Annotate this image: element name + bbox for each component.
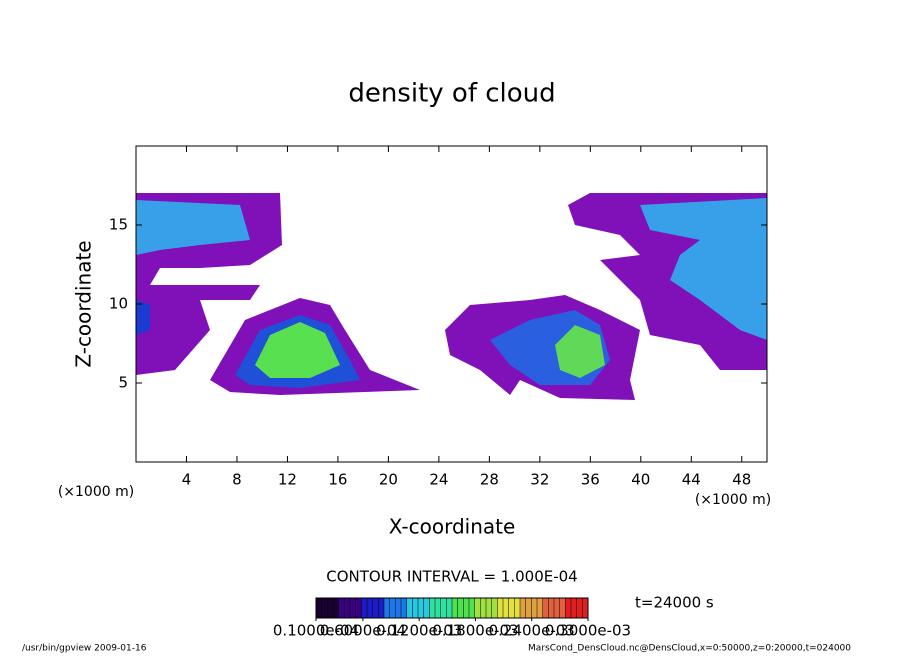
colorbar-label: 0.1000e-04 — [273, 622, 359, 640]
contour-interval: CONTOUR INTERVAL = 1.000E-04 — [326, 568, 577, 586]
x-tick-label: 28 — [480, 471, 499, 489]
x-tick-label: 12 — [278, 471, 297, 489]
x-tick-label: 32 — [530, 471, 549, 489]
cloud-region — [255, 322, 340, 378]
y-tick-label: 5 — [118, 374, 128, 392]
footer-left: /usr/bin/gpview 2009-01-16 — [22, 644, 147, 654]
chart-title: density of cloud — [348, 79, 555, 109]
cloud-region — [555, 325, 605, 378]
x-tick-label: 20 — [379, 471, 398, 489]
y-tick-label: 15 — [109, 216, 128, 234]
x-tick-label: 8 — [232, 471, 242, 489]
x-unit: (×1000 m) — [58, 484, 134, 500]
y-tick-label: 10 — [109, 295, 128, 313]
colorbar-label: 0.6000e-04 — [320, 622, 406, 640]
cloud-region — [136, 200, 250, 255]
x-tick-label: 36 — [581, 471, 600, 489]
x-tick-label: 40 — [631, 471, 650, 489]
colorbar-label: 0.1800e-03 — [432, 622, 518, 640]
x-tick-label: 44 — [682, 471, 701, 489]
x-tick-label: 24 — [429, 471, 448, 489]
colorbar-label: 0.2400e-03 — [489, 622, 575, 640]
time-label: t=24000 s — [635, 594, 714, 612]
colorbar-frame — [315, 597, 589, 619]
x-tick-label: 16 — [328, 471, 347, 489]
colorbar-label: 0.3000e-03 — [545, 622, 631, 640]
clouds — [136, 193, 767, 400]
cloud-region — [136, 300, 150, 335]
x-tick-label: 4 — [182, 471, 192, 489]
x-axis-label: X-coordinate — [389, 515, 516, 539]
cloud-region — [640, 198, 767, 340]
footer-right: MarsCond_DensCloud.nc@DensCloud,x=0:5000… — [528, 644, 851, 654]
y-unit: (×1000 m) — [695, 492, 771, 508]
x-tick-label: 48 — [732, 471, 751, 489]
colorbar-label: 0.1200e-03 — [376, 622, 462, 640]
y-axis-label: Z-coordinate — [72, 240, 96, 367]
